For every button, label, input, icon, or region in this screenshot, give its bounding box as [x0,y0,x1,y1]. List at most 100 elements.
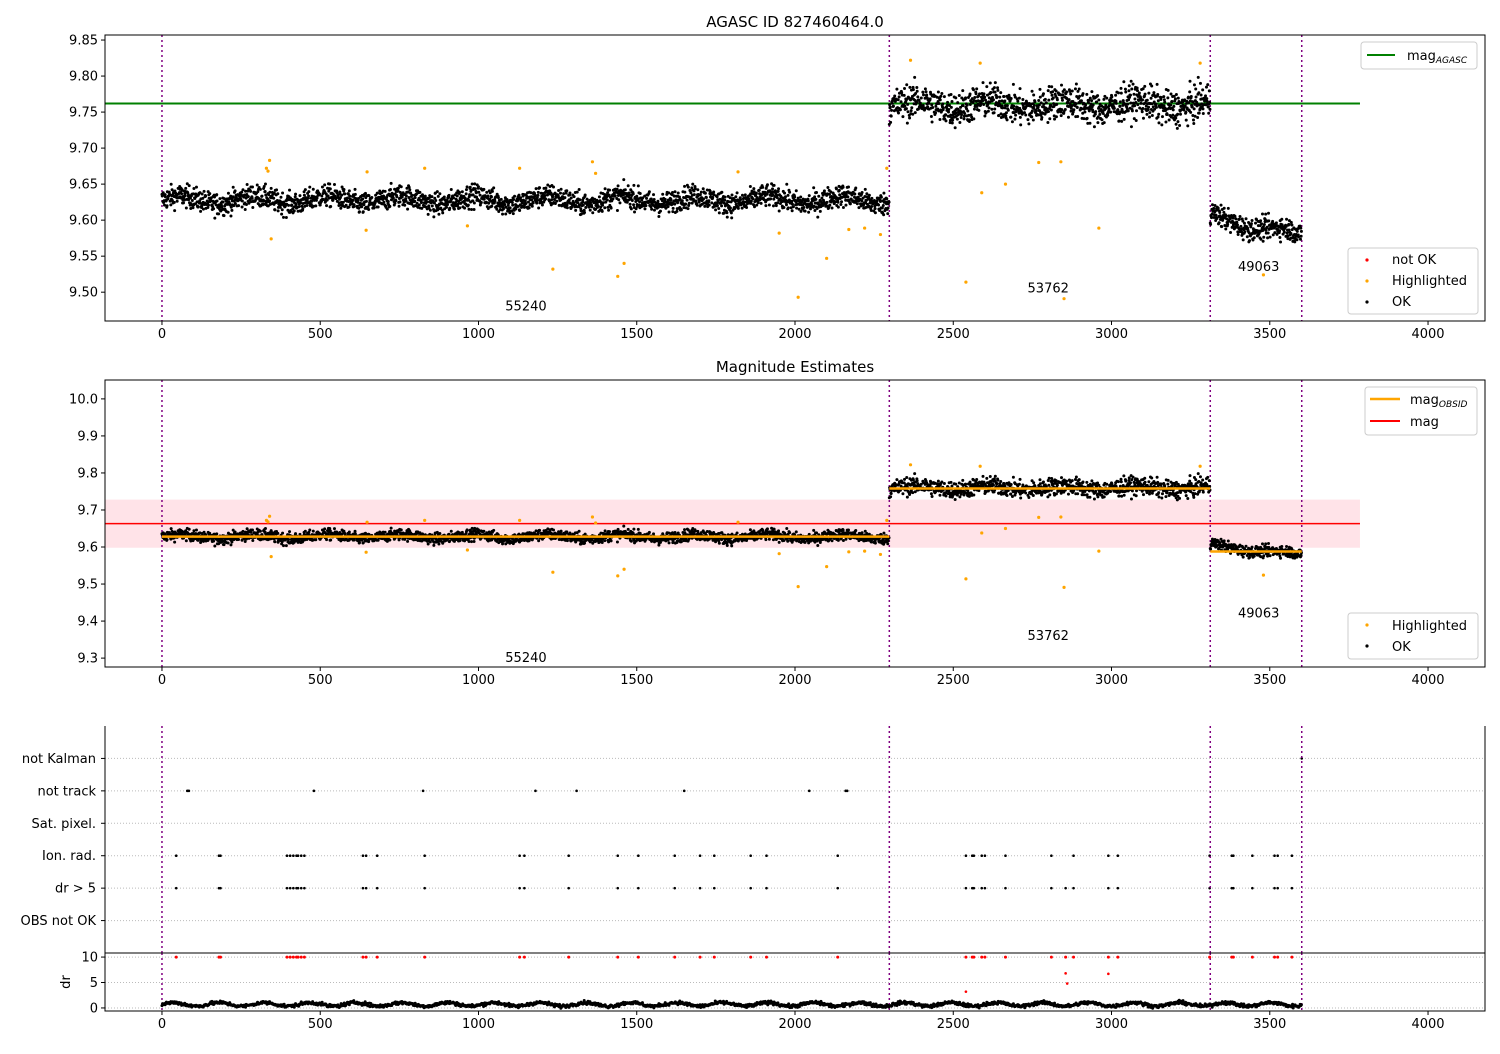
legend-marker [1365,300,1368,303]
ok-point [906,103,909,106]
ok-point [298,205,301,208]
ok-point [853,193,856,196]
ok-point [1120,87,1123,90]
ok-point [1295,238,1298,241]
ok-point [710,201,713,204]
ok-point [787,194,790,197]
ok-point [1123,118,1126,121]
ok-point [931,106,934,109]
ok-point [1072,108,1075,111]
ok-point [358,541,361,544]
ok-point [1225,217,1228,220]
ok-point [1068,90,1071,93]
ok-point [285,216,288,219]
ok-point [1147,106,1150,109]
ok-point [237,538,240,541]
ok-point [888,201,891,204]
ok-point [485,191,488,194]
x-tick-label: 2500 [937,327,970,342]
ok-point [568,191,571,194]
ok-point [340,194,343,197]
highlighted-point [980,191,983,194]
ok-point [1243,222,1246,225]
ok-point [1114,94,1117,97]
ok-point [241,200,244,203]
ok-point [560,188,563,191]
ok-point [1151,114,1154,117]
ok-point [565,530,568,533]
ok-point [893,94,896,97]
ok-point [1262,240,1265,243]
ok-point [333,527,336,530]
ok-point [995,95,998,98]
ok-point [237,204,240,207]
ok-point [1299,238,1302,241]
ok-point [1285,218,1288,221]
ok-point [927,102,930,105]
ok-point [943,95,946,98]
ok-point [244,540,247,543]
ok-point [348,195,351,198]
ok-point [911,113,914,116]
ok-point [1047,99,1050,102]
ok-point [1262,236,1265,239]
ok-point [1186,124,1189,127]
ok-point [458,206,461,209]
ok-point [1124,91,1127,94]
ok-point [276,192,279,195]
ok-point [669,198,672,201]
ok-point [983,115,986,118]
legend-label: OK [1392,295,1411,310]
ok-point [1155,103,1158,106]
highlighted-point [736,170,739,173]
ok-point [495,208,498,211]
legend-label: not OK [1392,253,1437,268]
ok-point [273,540,276,543]
ok-point [761,186,764,189]
ok-point [608,189,611,192]
ok-point [950,106,953,109]
ok-point [946,101,949,104]
ok-point [382,201,385,204]
y-tick-label: 9.50 [69,286,98,301]
ok-point [964,96,967,99]
ok-point [951,121,954,124]
ok-point [771,187,774,190]
ok-point [684,203,687,206]
ok-point [1235,221,1238,224]
ok-point [757,201,760,204]
ok-point [513,195,516,198]
ok-point [218,197,221,200]
ok-point [816,216,819,219]
ok-point [216,199,219,202]
ok-point [1176,113,1179,116]
ok-point [1037,113,1040,116]
ok-point [687,186,690,189]
ok-point [232,186,235,189]
ok-point [1089,97,1092,100]
ok-point [1263,223,1266,226]
ok-point [603,206,606,209]
ok-point [1169,103,1172,106]
ok-point [394,199,397,202]
ok-point [479,194,482,197]
ok-point [993,86,996,89]
ok-point [202,208,205,211]
ok-point [1012,83,1015,86]
ok-point [565,189,568,192]
ok-point [672,207,675,210]
ok-point [227,211,230,214]
ok-point [1156,83,1159,86]
ok-point [1027,122,1030,125]
ok-point [1280,218,1283,221]
ok-point [981,99,984,102]
ok-point [865,192,868,195]
ok-point [282,216,285,219]
ok-point [973,96,976,99]
ok-point [1065,90,1068,93]
ok-point [1082,117,1085,120]
ok-point [892,105,895,108]
ok-point [760,202,763,205]
ok-point [544,197,547,200]
ok-point [466,185,469,188]
